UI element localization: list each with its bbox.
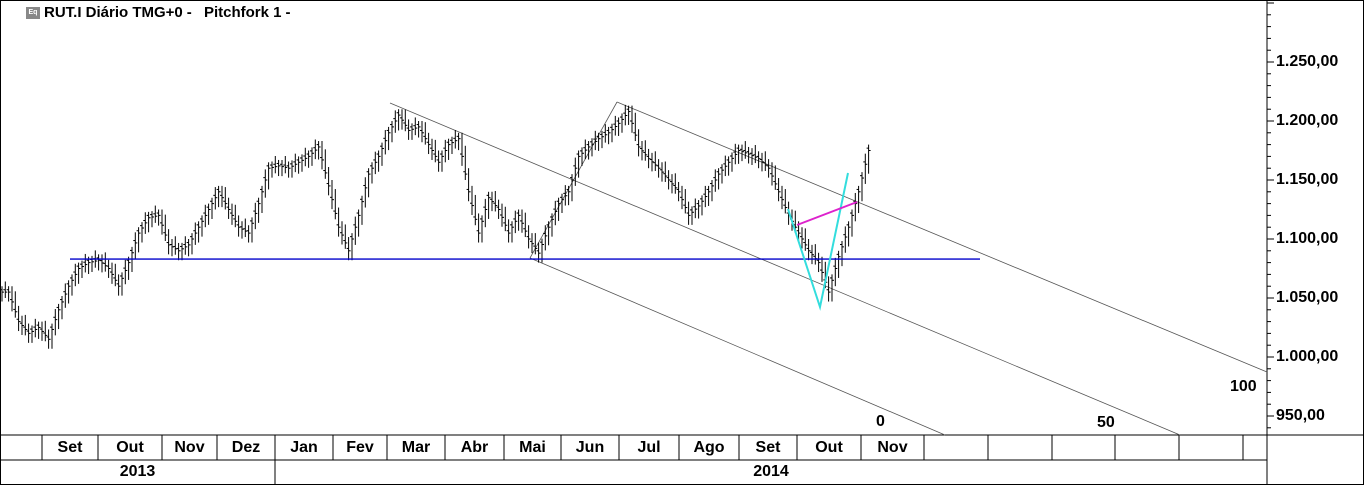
month-label: Abr — [460, 439, 489, 456]
chart-title: Eq RUT.I Diário TMG+0 - Pitchfork 1 - — [26, 4, 290, 21]
title-menu-arrow[interactable]: - — [186, 4, 192, 21]
pitchfork-lower-line — [529, 257, 946, 436]
title-text: RUT.I Diário TMG+0 — [44, 4, 183, 21]
month-label: Fev — [346, 439, 374, 456]
y-tick-label: 1.200,00 — [1276, 112, 1339, 129]
month-label: Set — [755, 439, 781, 456]
v-pattern-line — [787, 172, 849, 311]
month-label — [924, 436, 988, 460]
month-label — [1243, 436, 1267, 460]
y-tick-label: 1.100,00 — [1276, 230, 1339, 247]
month-label: Nov — [877, 439, 908, 456]
month-label — [1179, 436, 1243, 460]
month-label: Dez — [231, 439, 261, 456]
pitchfork-level-50: 50 — [1097, 414, 1115, 431]
month-label: Jul — [637, 439, 661, 456]
y-tick-label: 1.050,00 — [1276, 289, 1339, 306]
study-menu-arrow[interactable]: - — [285, 4, 291, 21]
month-label: Nov — [174, 439, 205, 456]
y-tick-label: 950,00 — [1276, 407, 1325, 424]
study-name[interactable]: Pitchfork 1 — [203, 4, 282, 21]
month-label: Mai — [519, 439, 546, 456]
y-tick-label: 1.150,00 — [1276, 171, 1339, 188]
month-label: Ago — [693, 439, 725, 456]
year-label: 2013 — [119, 463, 156, 480]
month-label: Set — [57, 439, 83, 456]
chart-window-icon: Eq — [26, 6, 40, 19]
month-label: Jun — [575, 439, 605, 456]
year-label: 2014 — [753, 463, 789, 480]
pitchfork-level-100: 100 — [1230, 378, 1257, 395]
month-label — [1052, 436, 1115, 460]
pitchfork-upper-line — [616, 101, 1268, 373]
month-label: Mar — [401, 439, 431, 456]
month-label: Out — [116, 439, 144, 456]
y-tick-label: 1.000,00 — [1276, 348, 1339, 365]
month-label: Out — [815, 439, 843, 456]
pitchfork-median-line — [389, 102, 1181, 436]
month-label: Jan — [290, 439, 318, 456]
y-tick-label: 1.250,00 — [1276, 53, 1339, 70]
month-label — [1115, 436, 1179, 460]
month-label — [988, 436, 1052, 460]
neckline — [796, 201, 858, 226]
pitchfork-level-0: 0 — [876, 413, 885, 430]
